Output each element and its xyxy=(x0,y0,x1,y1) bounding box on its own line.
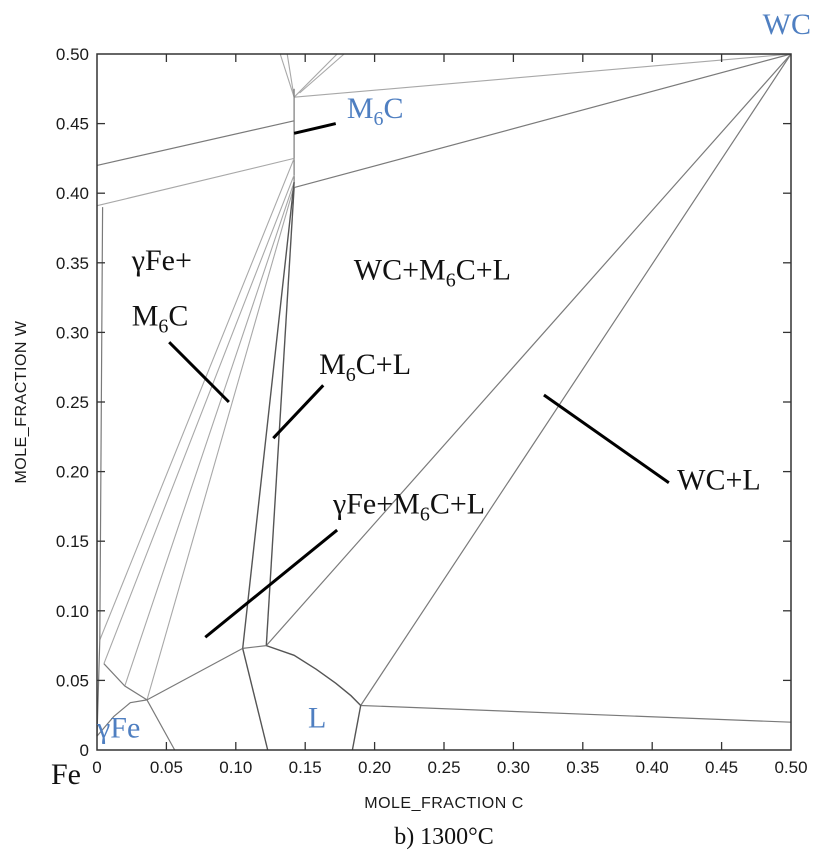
tick-labels: 0 0.05 0.10 0.15 0.20 0.25 0.30 0.35 0.40 0.45 0.5… xyxy=(56,45,808,777)
boundary-m6c-liquid-right xyxy=(265,187,295,646)
y-tick-label: 0.30 xyxy=(56,323,89,342)
phase-label-text: C+L xyxy=(430,487,485,520)
boundary-m6c-top-right2 xyxy=(299,53,345,94)
phase-label-gfe-m6c-line2: M6C xyxy=(132,299,189,337)
leader-line xyxy=(272,384,325,440)
leader-line xyxy=(168,341,230,404)
corner-labels: Fe WC xyxy=(51,8,811,791)
x-axis-label: MOLE_FRACTION C xyxy=(364,795,524,812)
x-tick-label: 0.50 xyxy=(774,758,807,777)
boundary-upper-twophase-top xyxy=(96,120,295,166)
leader-lines xyxy=(168,122,670,639)
boundary-liquid-right-edge xyxy=(351,705,362,751)
phase-boundaries xyxy=(96,53,792,751)
y-axis-label: MOLE_FRACTION W xyxy=(13,320,30,483)
phase-label-wc-l: WC+L xyxy=(677,464,761,497)
y-tick-label: 0.15 xyxy=(56,532,89,551)
phase-label-wc-m6c-l: WC+M6C+L xyxy=(354,254,511,292)
phase-label-text: L xyxy=(308,702,326,735)
phase-label-subscript: 6 xyxy=(374,108,384,130)
phase-label-text: M xyxy=(347,92,374,125)
phase-label-subscript: 6 xyxy=(158,315,168,337)
boundary-gfe-left-edge xyxy=(96,207,104,737)
boundary-upper-twophase-bottom xyxy=(96,157,295,207)
leader-line xyxy=(543,393,670,484)
phase-label-text: M xyxy=(319,348,346,381)
x-tick-label: 0.15 xyxy=(289,758,322,777)
boundary-wc-tie-1 xyxy=(265,53,792,646)
x-tick-label: 0.10 xyxy=(219,758,252,777)
boundary-m6c-wc-top xyxy=(294,53,792,98)
boundary-gfe-bottom-right xyxy=(146,699,176,751)
boundary-gfe-m6c-2 xyxy=(103,174,295,664)
phase-label-m6c: M6C xyxy=(347,92,404,130)
boundary-m6c-liquid-left xyxy=(242,182,295,649)
phase-label-l: L xyxy=(308,702,326,735)
phase-label-text: C+L xyxy=(356,348,411,381)
plot-frame xyxy=(96,53,792,751)
phase-label-text: γFe+ xyxy=(131,244,192,277)
figure-caption: b) 1300°C xyxy=(394,824,494,850)
boundary-three-phase-bottom xyxy=(146,647,243,701)
x-tick-label: 0.05 xyxy=(150,758,183,777)
boundary-liquid-top-short xyxy=(242,645,267,649)
phase-label-m6c-l: M6C+L xyxy=(319,348,411,386)
boundary-m6c-top-right xyxy=(293,53,338,98)
boundary-m6c-top-mid xyxy=(286,53,295,98)
phase-label-text: WC+L xyxy=(677,464,761,497)
y-tick-label: 0.25 xyxy=(56,393,89,412)
boundary-gfe-m6c-1 xyxy=(99,158,295,641)
boundary-m6c-top-left xyxy=(279,53,295,98)
phase-label-subscript: 6 xyxy=(420,503,430,525)
boundary-gfe-m6c-4 xyxy=(146,186,295,701)
phase-label-gfe: γFe xyxy=(96,711,140,744)
phase-label-subscript: 6 xyxy=(446,270,456,292)
corner-label-fe: Fe xyxy=(51,758,81,791)
y-tick-label: 0.40 xyxy=(56,184,89,203)
phase-label-text: γFe xyxy=(96,711,140,744)
y-tick-label: 0.35 xyxy=(56,254,89,273)
y-tick-label: 0.20 xyxy=(56,463,89,482)
boundary-gfe-m6c-3 xyxy=(124,181,295,687)
boundary-liquid-left-edge xyxy=(242,648,269,751)
x-tick-label: 0.35 xyxy=(566,758,599,777)
axis-ticks xyxy=(97,54,791,750)
y-tick-label: 0.05 xyxy=(56,671,89,690)
phase-label-text: C xyxy=(168,299,188,332)
y-tick-label: 0 xyxy=(80,741,89,760)
leader-line xyxy=(204,528,339,639)
phase-label-text: C+L xyxy=(456,254,511,287)
y-tick-label: 0.45 xyxy=(56,115,89,134)
x-tick-label: 0.25 xyxy=(427,758,460,777)
phase-label-text: M xyxy=(132,299,159,332)
x-tick-label: 0.30 xyxy=(497,758,530,777)
boundary-m6c-wc-bottom xyxy=(293,53,792,189)
corner-label-wc: WC xyxy=(763,8,811,41)
boundary-liquid-wc-lower xyxy=(360,704,792,723)
phase-label-text: γFe+M xyxy=(332,487,420,520)
x-tick-label: 0 xyxy=(92,758,101,777)
phase-label-text: C xyxy=(384,92,404,125)
phase-label-subscript: 6 xyxy=(346,364,356,386)
x-tick-label: 0.45 xyxy=(705,758,738,777)
x-tick-label: 0.40 xyxy=(636,758,669,777)
phase-label-gfe-m6c-l: γFe+M6C+L xyxy=(332,487,485,525)
x-tick-label: 0.20 xyxy=(358,758,391,777)
phase-label-gfe-m6c-line1: γFe+ xyxy=(131,244,192,277)
boundary-gfe-boundary-upper xyxy=(103,663,148,701)
leader-line xyxy=(293,122,337,135)
boundary-wc-tie-2 xyxy=(360,53,792,706)
boundary-gfe-boundary-lower xyxy=(96,699,148,737)
phase-label-text: WC+M xyxy=(354,254,446,287)
y-tick-label: 0.10 xyxy=(56,602,89,621)
boundary-liquidus-curve xyxy=(266,644,362,706)
y-tick-label: 0.50 xyxy=(56,45,89,64)
